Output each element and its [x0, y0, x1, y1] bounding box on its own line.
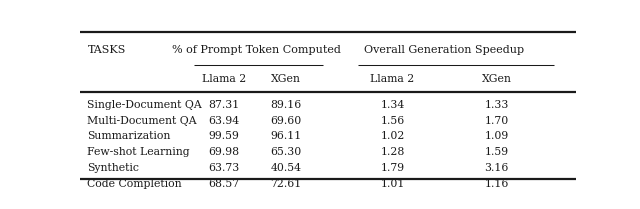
- Text: 87.31: 87.31: [208, 100, 239, 110]
- Text: 69.98: 69.98: [208, 147, 239, 157]
- Text: Summarization: Summarization: [88, 131, 171, 141]
- Text: 63.73: 63.73: [208, 163, 239, 173]
- Text: 68.57: 68.57: [208, 179, 239, 189]
- Text: Synthetic: Synthetic: [88, 163, 140, 173]
- Text: 72.61: 72.61: [270, 179, 301, 189]
- Text: XGen: XGen: [271, 74, 301, 84]
- Text: 1.59: 1.59: [484, 147, 509, 157]
- Text: 99.59: 99.59: [209, 131, 239, 141]
- Text: Llama 2: Llama 2: [371, 74, 415, 84]
- Text: XGen: XGen: [482, 74, 511, 84]
- Text: 1.28: 1.28: [380, 147, 404, 157]
- Text: 1.79: 1.79: [380, 163, 404, 173]
- Text: Multi-Document QA: Multi-Document QA: [88, 116, 197, 126]
- Text: 3.16: 3.16: [484, 163, 509, 173]
- Text: 1.70: 1.70: [484, 116, 509, 126]
- Text: Few-shot Learning: Few-shot Learning: [88, 147, 190, 157]
- Text: 1.01: 1.01: [380, 179, 404, 189]
- Text: 1.33: 1.33: [484, 100, 509, 110]
- Text: Code Completion: Code Completion: [88, 179, 182, 189]
- Text: Overall Generation Speedup: Overall Generation Speedup: [365, 45, 525, 55]
- Text: Single-Document QA: Single-Document QA: [88, 100, 202, 110]
- Text: 1.34: 1.34: [380, 100, 404, 110]
- Text: % of Prompt Token Computed: % of Prompt Token Computed: [172, 45, 340, 55]
- Text: 1.56: 1.56: [380, 116, 404, 126]
- Text: 1.02: 1.02: [380, 131, 404, 141]
- Text: 63.94: 63.94: [208, 116, 239, 126]
- Text: 1.09: 1.09: [484, 131, 509, 141]
- Text: 69.60: 69.60: [270, 116, 301, 126]
- Text: 1.16: 1.16: [484, 179, 509, 189]
- Text: Llama 2: Llama 2: [202, 74, 246, 84]
- Text: 89.16: 89.16: [270, 100, 301, 110]
- Text: TASKS: TASKS: [88, 45, 126, 55]
- Text: 65.30: 65.30: [270, 147, 301, 157]
- Text: 40.54: 40.54: [270, 163, 301, 173]
- Text: 96.11: 96.11: [270, 131, 301, 141]
